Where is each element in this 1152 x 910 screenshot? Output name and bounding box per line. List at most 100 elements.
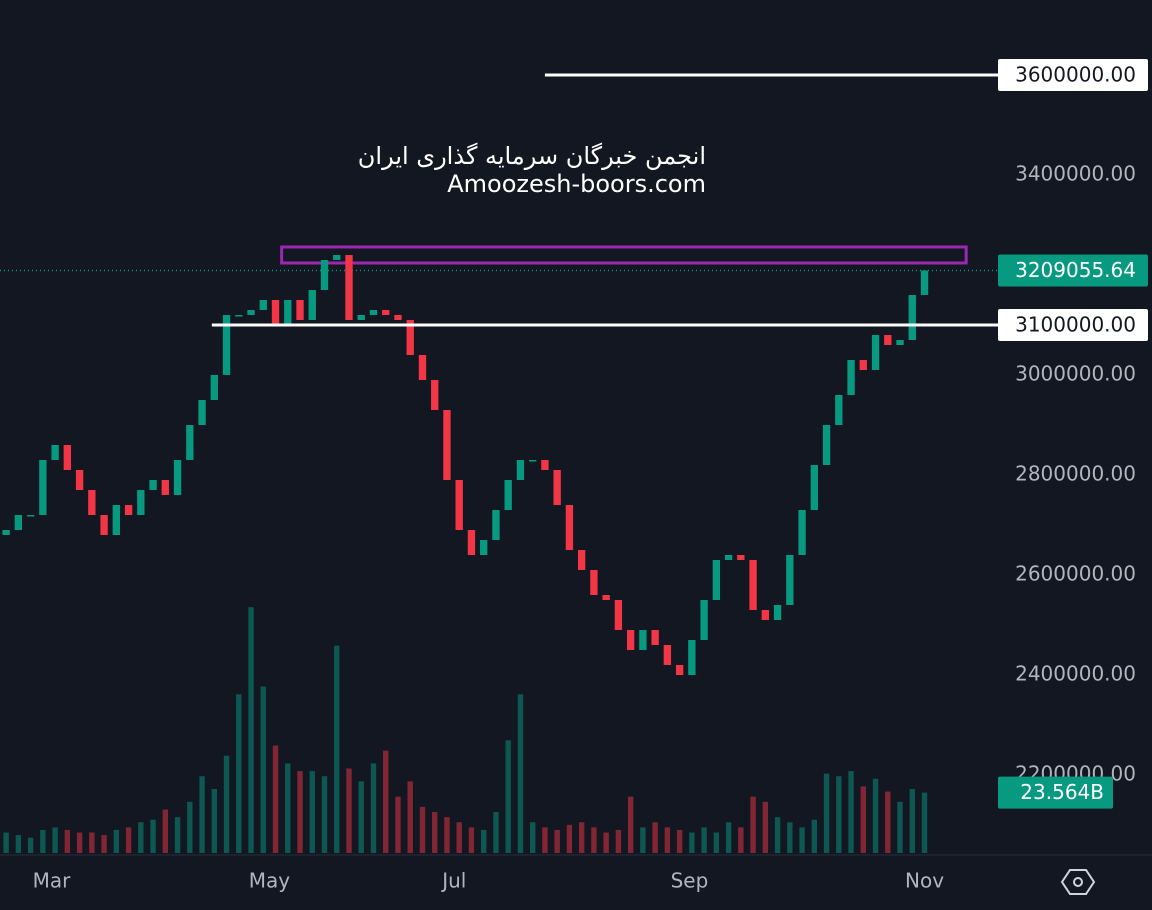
volume-bar: [468, 827, 475, 853]
volume-bar: [848, 771, 854, 853]
volume-bar: [150, 819, 156, 853]
level-label-box: [998, 309, 1148, 341]
candle-body: [186, 425, 194, 460]
candle-body: [884, 335, 892, 345]
candle-body: [639, 630, 647, 650]
volume-bar: [199, 776, 205, 853]
candle-body: [896, 340, 904, 345]
candle-body: [455, 480, 463, 530]
candle-body: [394, 315, 402, 320]
volume-bar: [676, 829, 683, 853]
settings-dot[interactable]: [1073, 877, 1083, 887]
candle-body: [724, 555, 733, 560]
volume-bar: [321, 776, 328, 853]
volume-bar: [811, 819, 818, 853]
volume-bar: [223, 755, 230, 853]
volume-bar: [174, 817, 181, 853]
volume-bar: [3, 832, 9, 853]
volume-bar: [309, 771, 315, 853]
x-tick-label: Mar: [33, 869, 72, 893]
candle-body: [908, 295, 916, 340]
candle-body: [137, 490, 145, 515]
candle-body: [810, 465, 818, 510]
candle-body: [480, 540, 488, 555]
candle-body: [418, 355, 427, 380]
candle-body: [357, 315, 365, 320]
volume-bar: [125, 827, 132, 853]
candle-body: [504, 480, 512, 510]
candle-body: [443, 410, 451, 480]
x-tick-label: Nov: [905, 869, 944, 893]
volume-bar: [860, 786, 866, 853]
watermark-title: انجمن خبرگان سرمایه گذاری ایران: [358, 142, 706, 170]
candle-body: [161, 480, 169, 495]
candle-body: [222, 315, 231, 375]
volume-bar: [836, 776, 842, 853]
candle-body: [39, 460, 47, 515]
volume-bar: [762, 801, 769, 853]
volume-bar: [162, 809, 169, 853]
volume-bar: [823, 773, 830, 853]
volume-bar: [713, 832, 720, 853]
volume-bar: [640, 827, 646, 853]
volume-bar: [897, 801, 903, 853]
volume-bar: [419, 806, 426, 853]
volume-bar: [517, 694, 524, 853]
volume-bar: [40, 829, 46, 853]
candle-body: [835, 395, 843, 425]
candle-body: [651, 630, 659, 645]
candle-body: [369, 310, 378, 315]
volume-bar: [444, 817, 450, 853]
settings-hexagon[interactable]: [1060, 869, 1096, 895]
y-tick-label: 3400000.00: [1015, 162, 1136, 186]
candle-body: [75, 470, 84, 490]
volume-bar: [407, 781, 413, 853]
candle-body: [2, 530, 10, 535]
volume-bar: [101, 835, 107, 853]
candle-body: [541, 460, 549, 470]
settings-icon[interactable]: [1060, 869, 1096, 895]
volume-bar: [872, 778, 879, 853]
volume-bar: [52, 827, 58, 853]
volume-bar: [370, 763, 377, 853]
candle-body: [198, 400, 206, 425]
candle-body: [590, 570, 598, 595]
candle-body: [688, 640, 696, 675]
volume-bar: [689, 832, 695, 853]
volume-bar: [272, 745, 279, 853]
candle-body: [247, 310, 255, 315]
candle-body: [577, 550, 586, 570]
candle-body: [565, 505, 574, 550]
y-tick-label: 2400000.00: [1015, 662, 1136, 686]
volume-label: 23.564B: [1020, 780, 1104, 804]
last-price-label: 3209055.64: [1015, 258, 1136, 282]
candle-body: [88, 490, 96, 515]
volume-bar: [542, 827, 548, 853]
volume-bar: [774, 817, 781, 853]
volume-bar: [529, 822, 536, 853]
volume-bar: [383, 750, 389, 853]
candle-body: [149, 480, 157, 490]
candle-body: [345, 255, 353, 320]
volume-bar: [236, 694, 242, 853]
candle-body: [173, 460, 182, 495]
volume-bar: [493, 812, 499, 853]
volume-bar: [603, 832, 609, 853]
volume-bar: [738, 827, 744, 853]
candle-body: [112, 505, 121, 535]
x-tick-label: Sep: [671, 869, 709, 893]
volume-label-box: [998, 776, 1113, 809]
level-label: 3100000.00: [1015, 313, 1136, 337]
watermark-site: Amoozesh-boors.com: [447, 170, 706, 198]
candle-body: [822, 425, 831, 465]
candle-body: [737, 555, 745, 560]
candle-body: [320, 260, 329, 290]
volume-bar: [566, 824, 573, 853]
volume-bar: [76, 832, 83, 853]
y-tick-label: 2800000.00: [1015, 462, 1136, 486]
volume-bar: [787, 822, 793, 853]
volume-bar: [260, 686, 266, 853]
volume-bar: [248, 607, 254, 853]
candle-body: [798, 510, 806, 555]
